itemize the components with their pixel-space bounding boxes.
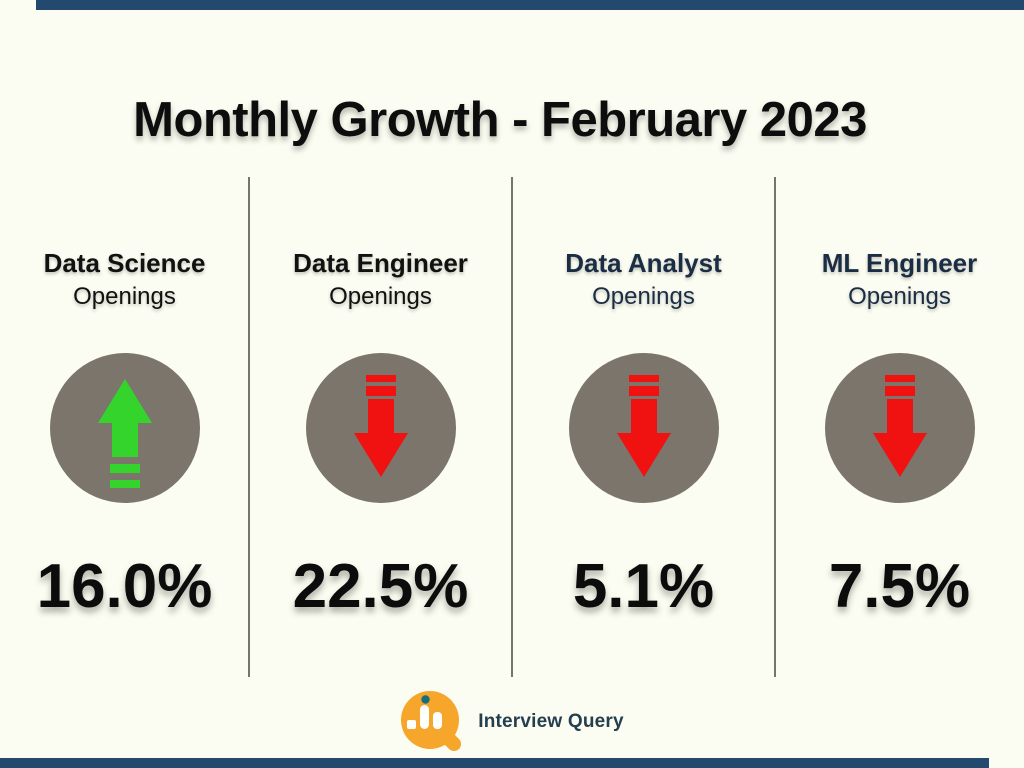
trend-circle xyxy=(49,353,200,503)
column-header: Data Science Openings xyxy=(44,247,206,313)
column-role-label: ML Engineer xyxy=(821,248,978,278)
column-header: Data Analyst Openings xyxy=(565,247,722,313)
growth-column: Data Analyst Openings 5.1% xyxy=(512,177,775,677)
down-arrow-icon xyxy=(353,375,408,477)
growth-value: 22.5% xyxy=(292,552,469,621)
column-role-label: Data Analyst xyxy=(565,248,722,278)
footer: Interview Query xyxy=(0,690,1024,754)
trend-circle xyxy=(824,353,975,503)
trend-circle xyxy=(568,353,719,503)
column-role-label: Data Science xyxy=(43,248,206,278)
down-arrow-icon xyxy=(872,375,927,477)
up-arrow-icon xyxy=(97,379,152,488)
column-subtitle-label: Openings xyxy=(592,283,695,310)
column-subtitle-label: Openings xyxy=(848,283,951,310)
bottom-border-bar xyxy=(0,758,989,768)
column-subtitle-label: Openings xyxy=(73,283,176,310)
growth-value: 7.5% xyxy=(828,552,971,621)
growth-column: Data Science Openings 16.0% xyxy=(0,177,249,677)
growth-value: 16.0% xyxy=(36,552,213,621)
column-header: ML Engineer Openings xyxy=(822,247,978,313)
top-border-bar xyxy=(36,0,1024,10)
trend-circle xyxy=(305,353,456,503)
brand-name: Interview Query xyxy=(478,711,624,732)
growth-column: ML Engineer Openings 7.5% xyxy=(775,177,1024,677)
column-header: Data Engineer Openings xyxy=(293,247,468,313)
growth-column: Data Engineer Openings 22.5% xyxy=(249,177,512,677)
column-role-label: Data Engineer xyxy=(293,248,468,278)
columns-row: Data Science Openings 16.0% xyxy=(0,177,1024,677)
column-divider xyxy=(774,177,776,677)
page-title: Monthly Growth - February 2023 xyxy=(133,93,867,147)
down-arrow-icon xyxy=(616,375,671,477)
growth-value: 5.1% xyxy=(572,552,715,621)
column-subtitle-label: Openings xyxy=(329,283,432,310)
column-divider xyxy=(511,177,513,677)
brand-logo-icon xyxy=(401,691,462,751)
column-divider xyxy=(248,177,250,677)
